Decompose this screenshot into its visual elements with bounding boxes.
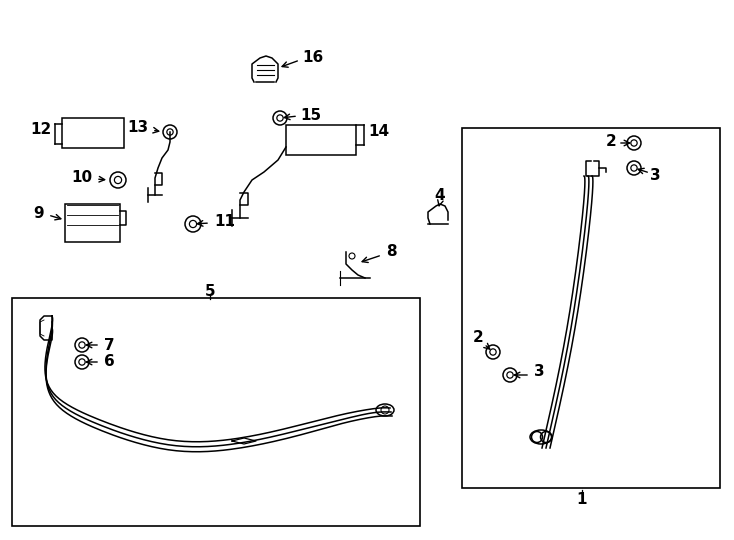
Bar xyxy=(62,118,124,148)
Text: 6: 6 xyxy=(104,354,115,369)
Bar xyxy=(12,298,420,526)
Text: 3: 3 xyxy=(534,364,545,380)
Text: 12: 12 xyxy=(31,123,52,138)
Bar xyxy=(286,125,356,155)
Text: 5: 5 xyxy=(205,284,215,299)
Text: 16: 16 xyxy=(302,51,323,65)
Text: 7: 7 xyxy=(104,338,115,353)
Text: 4: 4 xyxy=(435,188,446,204)
Text: 15: 15 xyxy=(300,107,321,123)
Text: 9: 9 xyxy=(33,206,44,220)
Text: 2: 2 xyxy=(473,330,484,346)
Text: 8: 8 xyxy=(386,245,396,260)
Text: 1: 1 xyxy=(577,492,587,508)
Text: 3: 3 xyxy=(650,167,661,183)
Text: 14: 14 xyxy=(368,125,389,139)
Bar xyxy=(462,128,720,488)
Text: 13: 13 xyxy=(127,120,148,136)
Text: 2: 2 xyxy=(606,133,617,148)
Text: 10: 10 xyxy=(71,171,92,186)
Bar xyxy=(65,204,120,242)
Text: 11: 11 xyxy=(214,214,235,230)
